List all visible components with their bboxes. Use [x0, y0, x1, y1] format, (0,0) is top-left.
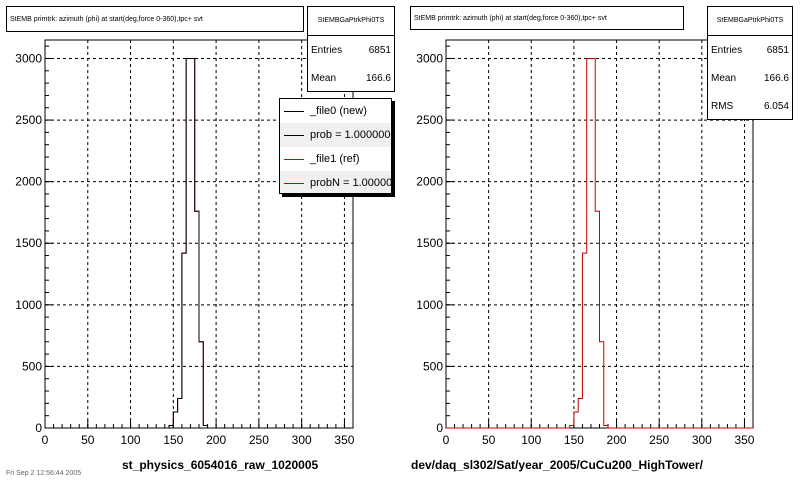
pad1-ytick-label-500: 500	[423, 359, 443, 373]
left-mean-label: Mean	[311, 72, 337, 84]
pad0-xtick-label-50: 50	[81, 433, 95, 447]
right-stats-mean: Mean 166.6	[708, 64, 792, 92]
right-rms-label: RMS	[711, 100, 734, 112]
pad0-xtick-label-100: 100	[121, 433, 141, 447]
pad0-xtick-label-250: 250	[249, 433, 269, 447]
right-stats-entries: Entries 6851	[708, 36, 792, 64]
pad1-xtick-label-350: 350	[734, 433, 754, 447]
pad0-xtick-label-200: 200	[206, 433, 226, 447]
right-x-axis-title: dev/daq_sl302/Sat/year_2005/CuCu200_High…	[411, 458, 703, 472]
legend-label-prob: prob = 1.000000	[310, 129, 391, 141]
legend-entry-probn: probN = 1.000000	[280, 171, 392, 193]
left-entries-value: 6851	[368, 44, 391, 56]
pad1-ytick-label-3000: 3000	[416, 51, 443, 65]
legend-entry-new: _file0 (new)	[280, 99, 391, 123]
pad1-xtick-label-300: 300	[692, 433, 712, 447]
pad0-ytick-label-2000: 2000	[15, 175, 42, 189]
pad0-ytick-label-500: 500	[22, 359, 42, 373]
right-stats-name: StEMBGaPtrkPhi0TS	[708, 7, 792, 36]
pad0-series-1-line	[45, 57, 353, 429]
pad0-ytick-label-2500: 2500	[15, 113, 42, 127]
left-hist-title-text: StEMB primtrk: azimuth (phi) at start(de…	[10, 15, 203, 23]
pad1-xtick-label-100: 100	[521, 433, 541, 447]
left-stats-mean: Mean 166.6	[308, 64, 394, 92]
pad1-series-0-line	[446, 57, 753, 429]
pad0-ytick-label-1500: 1500	[15, 236, 42, 250]
pad1-ytick-label-1500: 1500	[416, 236, 443, 250]
right-stats-rms: RMS 6.054	[708, 92, 792, 120]
right-mean-value: 166.6	[763, 72, 789, 84]
pad1-xtick-label-0: 0	[443, 433, 450, 447]
legend-label-probn: probN = 1.000000	[310, 177, 392, 189]
right-entries-label: Entries	[711, 44, 743, 56]
right-rms-value: 6.054	[763, 100, 789, 112]
left-hist-title: StEMB primtrk: azimuth (phi) at start(de…	[6, 6, 304, 32]
left-entries-label: Entries	[311, 44, 343, 56]
pad1-xtick-label-50: 50	[482, 433, 496, 447]
timestamp-footer: Fri Sep 2 12:56:44 2005	[6, 470, 82, 477]
legend-label-ref: _file1 (ref)	[310, 153, 360, 165]
legend-line-new	[284, 110, 304, 112]
pad0-xtick-label-0: 0	[42, 433, 49, 447]
pad0-ytick-label-3000: 3000	[15, 51, 42, 65]
left-stats-name: StEMBGaPtrkPhi0TS	[308, 7, 394, 36]
pad1-ytick-label-2000: 2000	[416, 175, 443, 189]
legend-entry-ref: _file1 (ref)	[280, 147, 391, 171]
left-mean-value: 166.6	[365, 72, 391, 84]
right-mean-label: Mean	[711, 72, 737, 84]
pad1-ytick-label-1000: 1000	[416, 298, 443, 312]
left-stats-entries: Entries 6851	[308, 36, 394, 64]
right-stats-box: StEMBGaPtrkPhi0TS Entries 6851 Mean 166.…	[707, 6, 793, 120]
pad0-ytick-label-0: 0	[35, 421, 42, 435]
pad0-ytick-label-1000: 1000	[15, 298, 42, 312]
left-x-axis-title: st_physics_6054016_raw_1020005	[122, 458, 319, 472]
legend-line-prob	[284, 134, 304, 136]
right-hist-title-text: StEMB primtrk: azimuth (phi) at start(de…	[414, 14, 607, 22]
pad0-xtick-label-300: 300	[292, 433, 312, 447]
legend-line-ref	[284, 158, 304, 160]
pad1-ytick-label-2500: 2500	[416, 113, 443, 127]
left-stats-box: StEMBGaPtrkPhi0TS Entries 6851 Mean 166.…	[307, 6, 395, 92]
right-entries-value: 6851	[766, 44, 789, 56]
pad0-xtick-label-350: 350	[334, 433, 354, 447]
legend-line-probn	[284, 182, 304, 184]
legend-label-new: _file0 (new)	[310, 105, 367, 117]
pad1-xtick-label-150: 150	[564, 433, 584, 447]
right-hist-title: StEMB primtrk: azimuth (phi) at start(de…	[410, 6, 684, 30]
left-legend: _file0 (new) prob = 1.000000 _file1 (ref…	[279, 98, 392, 194]
legend-entry-prob: prob = 1.000000	[280, 123, 391, 147]
pad0-xtick-label-150: 150	[163, 433, 183, 447]
left-histogram: 0 50 100 150 200 250 300 350 0 500 1000 1500 2000 250…	[15, 39, 355, 447]
pad1-xtick-label-200: 200	[607, 433, 627, 447]
pad1-ytick-label-0: 0	[436, 421, 443, 435]
right-histogram: 0 50 100 150 200 250 300 350 0 500 1000 1500 2000 250…	[416, 39, 755, 447]
pad1-xtick-label-250: 250	[649, 433, 669, 447]
